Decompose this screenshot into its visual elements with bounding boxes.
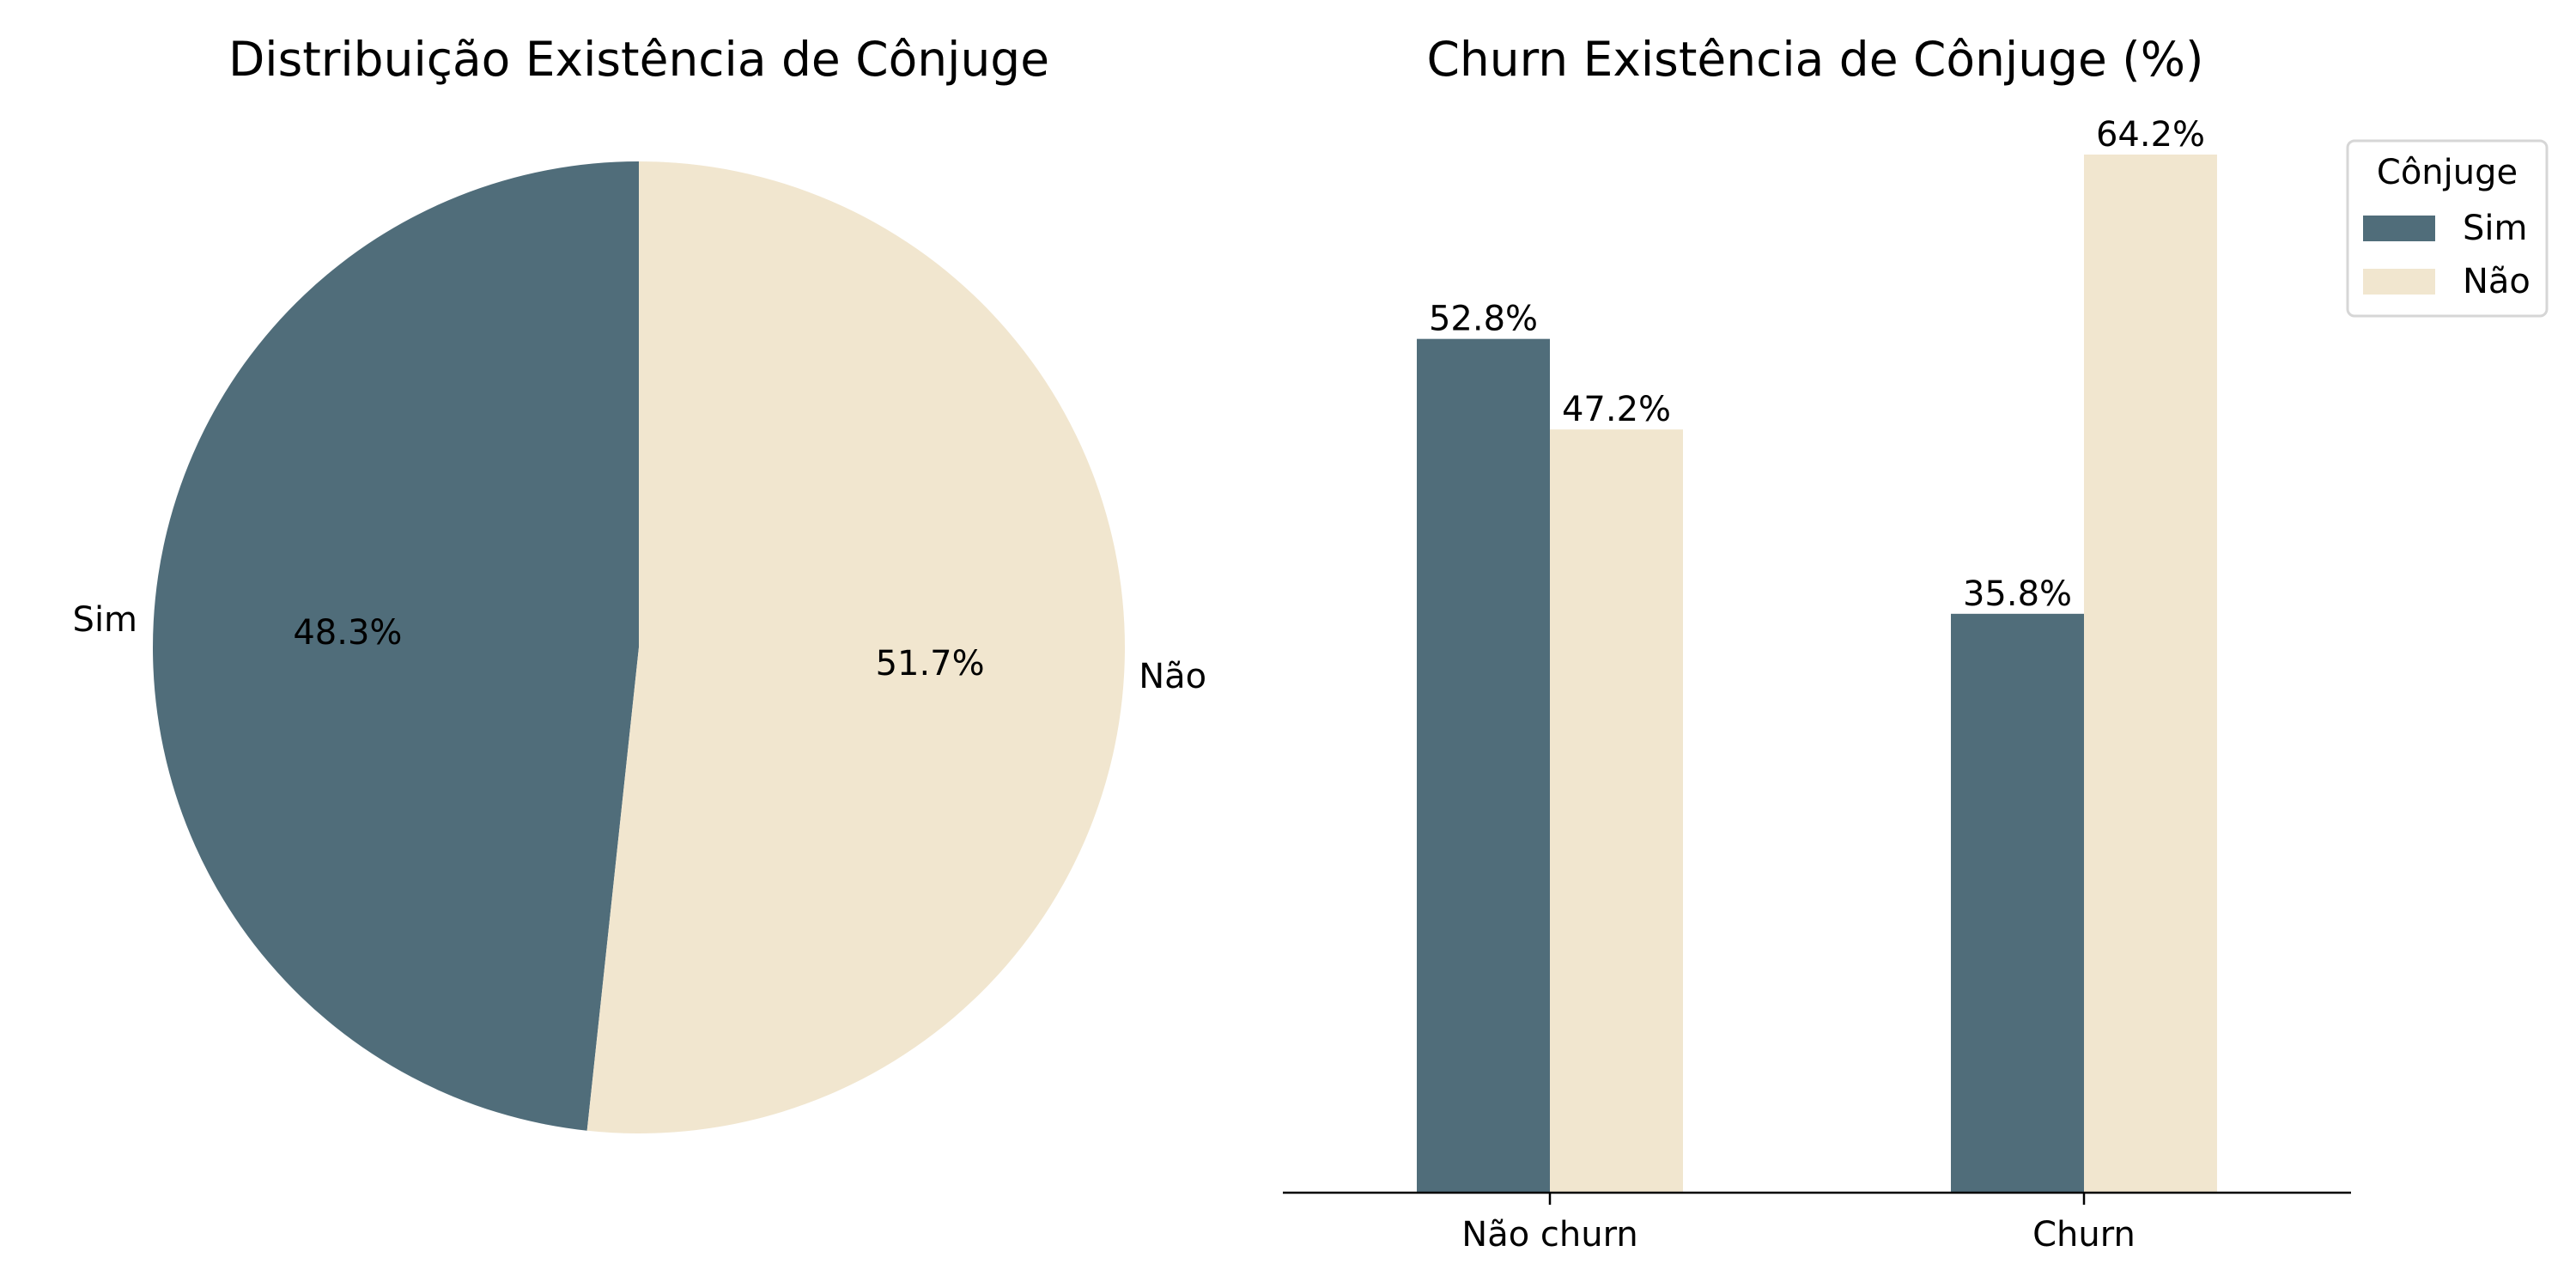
bar-value-label-nao-churn-nao: 47.2% <box>1562 390 1671 429</box>
x-tick-label-nao-churn: Não churn <box>1461 1215 1637 1255</box>
bar-churn-nao <box>2084 155 2217 1193</box>
bar-chart-title: Churn Existência de Cônjuge (%) <box>1426 32 2203 87</box>
legend-title: Cônjuge <box>2377 153 2518 192</box>
pie-slice-nao <box>586 161 1125 1133</box>
bar-value-labels: 52.8% 47.2% 35.8% 64.2% <box>1429 115 2205 614</box>
legend: Cônjuge Sim Não <box>2346 139 2549 318</box>
bar-nao-churn-nao <box>1550 429 1683 1193</box>
pie-category-label-nao: Não <box>1139 657 1206 696</box>
pie-value-label-nao: 51.7% <box>876 644 985 683</box>
x-tick-label-churn: Churn <box>2032 1215 2136 1255</box>
pie-chart: Distribuição Existência de Cônjuge 48.3%… <box>73 32 1207 1133</box>
pie-slices <box>152 161 1125 1133</box>
x-ticks: Não churn Churn <box>1461 1193 2136 1255</box>
bar-value-label-churn-sim: 35.8% <box>1963 574 2072 614</box>
bar-value-label-nao-churn-sim: 52.8% <box>1429 300 1538 339</box>
bar-chart: Churn Existência de Cônjuge (%) 52.8% 47.… <box>1283 32 2549 1255</box>
legend-label-nao: Não <box>2463 262 2530 301</box>
bar-value-label-churn-nao: 64.2% <box>2096 115 2205 155</box>
pie-value-label-sim: 48.3% <box>293 613 402 653</box>
legend-swatch-sim <box>2363 216 2435 241</box>
pie-chart-title: Distribuição Existência de Cônjuge <box>228 32 1049 87</box>
pie-labels: 48.3% Sim 51.7% Não <box>73 600 1207 696</box>
bar-churn-sim <box>1951 613 2084 1193</box>
bars <box>1417 155 2217 1193</box>
pie-category-label-sim: Sim <box>73 600 137 640</box>
bar-nao-churn-sim <box>1417 338 1550 1193</box>
pie-slice-sim <box>152 161 639 1131</box>
legend-label-sim: Sim <box>2463 209 2527 248</box>
legend-swatch-nao <box>2363 269 2435 295</box>
